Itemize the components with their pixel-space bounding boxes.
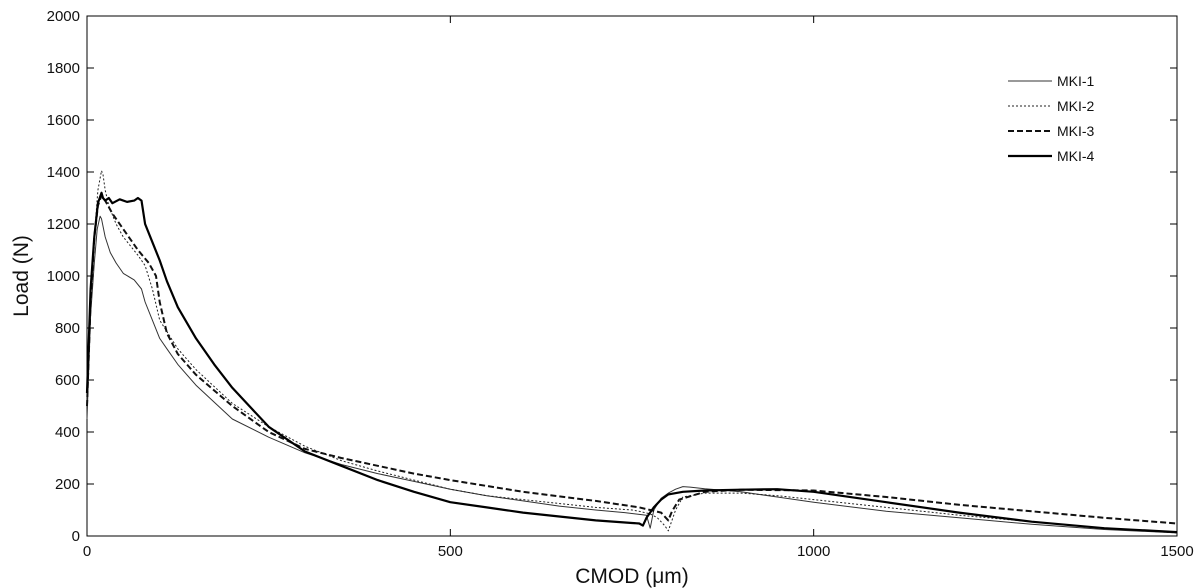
legend-label: MKI-1 (1057, 73, 1095, 89)
series-line-1 (86, 215, 1178, 534)
series-layer (85, 170, 1178, 534)
legend: MKI-1 MKI-2 MKI-3 MKI-4 (1008, 73, 1095, 164)
y-tick-label: 1600 (47, 112, 80, 129)
y-tick-label: 400 (55, 424, 80, 441)
y-tick-label: 200 (55, 476, 80, 493)
y-tick-label: 1000 (47, 268, 80, 285)
series-line-3 (86, 194, 1178, 525)
x-tick-label: 1500 (1160, 543, 1193, 560)
y-tick-label: 800 (55, 320, 80, 337)
series-line-2 (86, 170, 1178, 534)
series-line-4 (85, 191, 1178, 534)
y-tick-label: 1200 (47, 216, 80, 233)
plot-frame (86, 15, 1178, 537)
y-axis-title: Load (N) (10, 235, 33, 317)
axis-ticks: 0 200 400 600 800 1000 1200 1400 1600 1800 2000 0 50… (47, 8, 1194, 560)
x-axis-title: CMOD (μm) (575, 565, 689, 588)
y-tick-label: 1400 (47, 164, 80, 181)
legend-label: MKI-2 (1057, 98, 1095, 114)
y-tick-label: 1800 (47, 60, 80, 77)
x-tick-label: 500 (438, 543, 463, 560)
x-tick-label: 1000 (797, 543, 830, 560)
legend-label: MKI-4 (1057, 148, 1095, 164)
y-tick-label: 600 (55, 372, 80, 389)
y-tick-label: 0 (72, 528, 80, 545)
legend-label: MKI-3 (1057, 123, 1095, 139)
x-tick-label: 0 (83, 543, 91, 560)
y-tick-label: 2000 (47, 8, 80, 25)
